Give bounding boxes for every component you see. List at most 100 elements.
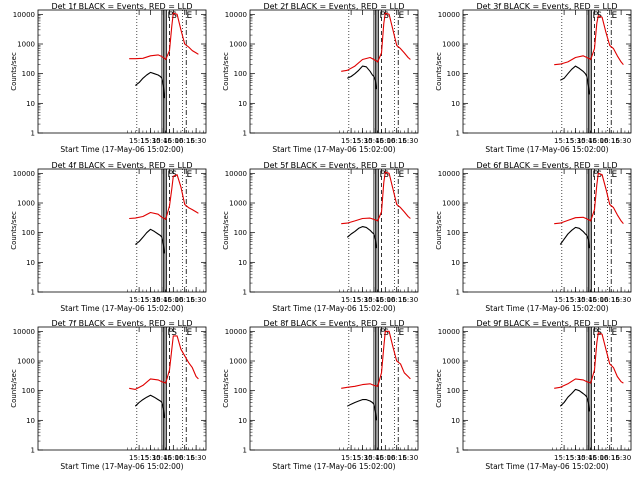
y-tick-label: 1000 xyxy=(229,358,247,366)
y-tick-label: 1000 xyxy=(442,358,460,366)
x-axis-label: Start Time (17-May-06 15:02:00) xyxy=(60,462,183,471)
marker-label-e: E xyxy=(398,328,404,338)
y-tick-label: 100 xyxy=(447,387,460,395)
x-tick-label: 16:30 xyxy=(186,137,206,145)
x-tick-label: 15:45 xyxy=(152,137,172,145)
x-tick-label: 15:15 xyxy=(341,137,361,145)
y-tick-label: 1 xyxy=(243,130,247,138)
x-tick-label: 15:45 xyxy=(364,454,384,462)
x-tick-label: 15:30 xyxy=(352,454,372,462)
panel-det-7: Det 7f BLACK = Events, RED = LLD 1 10 100 10… xyxy=(10,319,207,471)
y-tick-label: 10 xyxy=(451,417,460,425)
x-axis-label: Start Time (17-May-06 15:02:00) xyxy=(272,304,395,313)
y-tick-label: 10000 xyxy=(438,11,460,19)
x-tick-label: 15:15 xyxy=(129,296,149,304)
panel-det-9: Det 9f BLACK = Events, RED = LLD 1 10 100 10… xyxy=(435,319,632,471)
y-tick-label: 1 xyxy=(456,289,460,297)
x-axis-label: Start Time (17-May-06 15:02:00) xyxy=(60,145,183,154)
y-tick-label: 10000 xyxy=(13,170,35,178)
x-tick-label: 15:15 xyxy=(554,296,574,304)
y-tick-label: 1 xyxy=(243,447,247,455)
y-tick-label: 1 xyxy=(31,447,35,455)
x-tick-label: 16:30 xyxy=(186,296,206,304)
y-axis-label: Counts/sec xyxy=(10,369,18,408)
x-tick-label: 16:00 xyxy=(375,454,395,462)
y-axis-label: Counts/sec xyxy=(222,211,230,250)
y-tick-label: 10 xyxy=(451,259,460,267)
y-axis-label: Counts/sec xyxy=(222,52,230,91)
x-tick-label: 16:00 xyxy=(375,296,395,304)
x-tick-label: 15:30 xyxy=(352,137,372,145)
x-tick-label: 15:15 xyxy=(554,454,574,462)
x-tick-label: 15:30 xyxy=(565,454,585,462)
y-axis-label: Counts/sec xyxy=(435,211,443,250)
series-lld-line xyxy=(129,174,199,220)
series-events-line xyxy=(559,226,590,249)
y-tick-label: 10000 xyxy=(225,328,247,336)
plot-frame xyxy=(37,326,207,451)
panel-title: Det 4f BLACK = Events, RED = LLD xyxy=(51,161,192,170)
marker-label-f: F xyxy=(167,11,172,21)
x-tick-label: 16:00 xyxy=(163,296,183,304)
marker-label-s: S xyxy=(171,11,177,21)
y-tick-label: 10 xyxy=(238,100,247,108)
x-tick-label: 15:45 xyxy=(152,454,172,462)
y-tick-label: 10 xyxy=(26,259,35,267)
x-tick-label: 16:15 xyxy=(175,454,195,462)
marker-label-f: F xyxy=(592,11,597,21)
series-lld-line xyxy=(341,12,411,72)
series-events-line xyxy=(134,394,165,419)
marker-label-f: F xyxy=(379,328,384,338)
x-tick-label: 15:45 xyxy=(364,296,384,304)
plot-frame xyxy=(249,326,419,451)
x-tick-label: 16:15 xyxy=(387,454,407,462)
plot-frame xyxy=(462,168,632,293)
y-tick-label: 1000 xyxy=(229,200,247,208)
x-tick-label: 16:30 xyxy=(611,137,631,145)
y-tick-label: 100 xyxy=(447,70,460,78)
y-tick-label: 10000 xyxy=(225,170,247,178)
y-axis-label: Counts/sec xyxy=(10,52,18,91)
x-tick-label: 16:15 xyxy=(175,137,195,145)
y-axis-label: Counts/sec xyxy=(435,52,443,91)
x-tick-label: 16:30 xyxy=(611,296,631,304)
y-tick-label: 100 xyxy=(22,387,35,395)
x-tick-label: 16:30 xyxy=(186,454,206,462)
plot-frame xyxy=(462,326,632,451)
plot-frame xyxy=(249,9,419,134)
x-tick-label: 16:15 xyxy=(600,137,620,145)
x-axis-label: Start Time (17-May-06 15:02:00) xyxy=(485,304,608,313)
y-tick-label: 1000 xyxy=(17,41,35,49)
y-tick-label: 10 xyxy=(26,417,35,425)
x-tick-label: 16:15 xyxy=(387,137,407,145)
y-tick-label: 100 xyxy=(234,70,247,78)
y-tick-label: 100 xyxy=(234,387,247,395)
marker-label-s: S xyxy=(383,328,389,338)
panel-title: Det 2f BLACK = Events, RED = LLD xyxy=(263,2,404,11)
y-tick-label: 10 xyxy=(238,417,247,425)
y-tick-label: 1000 xyxy=(442,200,460,208)
x-tick-label: 15:30 xyxy=(140,137,160,145)
panel-det-4: Det 4f BLACK = Events, RED = LLD 1 10 100 10… xyxy=(10,161,207,313)
x-tick-label: 16:00 xyxy=(375,137,395,145)
panel-det-8: Det 8f BLACK = Events, RED = LLD 1 10 100 10… xyxy=(222,319,419,471)
x-tick-label: 16:15 xyxy=(600,454,620,462)
y-tick-label: 1 xyxy=(31,130,35,138)
x-tick-label: 15:45 xyxy=(577,137,597,145)
x-tick-label: 16:00 xyxy=(163,454,183,462)
series-events-line xyxy=(347,65,377,90)
y-tick-label: 10000 xyxy=(438,328,460,336)
marker-label-f: F xyxy=(379,11,384,21)
x-tick-label: 16:15 xyxy=(600,296,620,304)
panel-det-3: Det 3f BLACK = Events, RED = LLD 1 10 100 10… xyxy=(435,2,632,154)
x-tick-label: 15:45 xyxy=(152,296,172,304)
marker-label-f: F xyxy=(592,170,597,180)
series-events-line xyxy=(346,226,377,249)
series-events-line xyxy=(559,388,590,412)
series-lld-line xyxy=(341,330,411,389)
series-lld-line xyxy=(554,332,624,389)
series-lld-line xyxy=(129,12,199,61)
panel-title: Det 7f BLACK = Events, RED = LLD xyxy=(51,319,192,328)
panel-det-1: Det 1f BLACK = Events, RED = LLD 1 10 100 10… xyxy=(10,2,207,154)
